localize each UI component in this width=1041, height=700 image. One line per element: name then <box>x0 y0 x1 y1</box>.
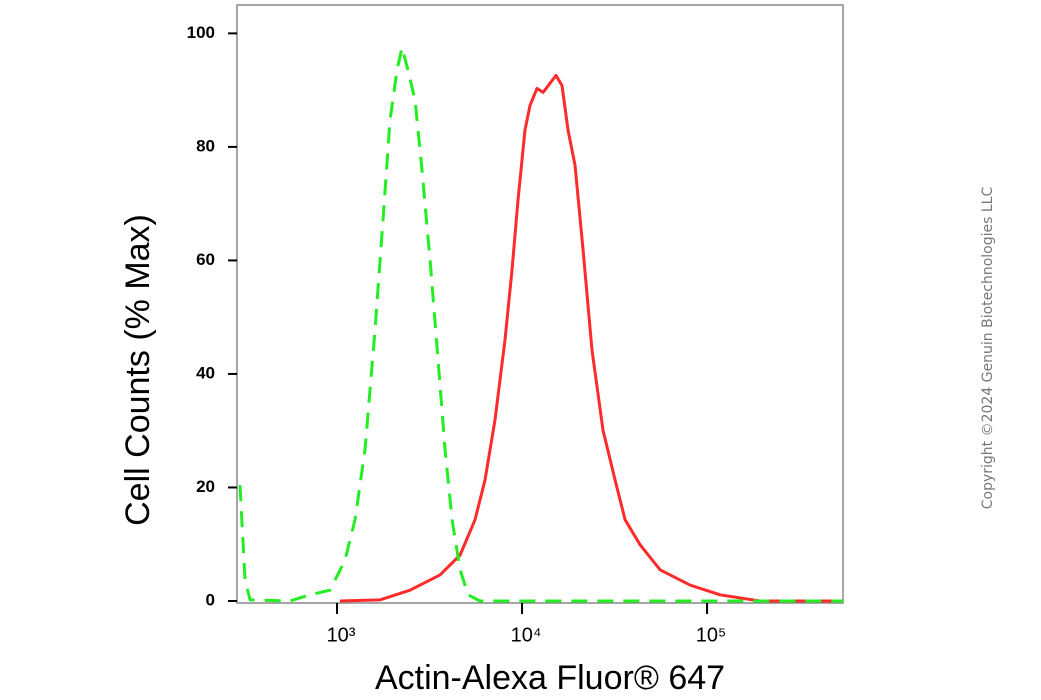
x-tick-label: 10³ <box>327 624 356 646</box>
copyright: Copyright ©2024 Genuin Biotechnologies L… <box>980 187 996 510</box>
x-tick-label: 10⁵ <box>696 624 727 646</box>
x-axis-label: Actin-Alexa Fluor® 647 <box>375 659 725 697</box>
y-tick-label: 100 <box>187 23 215 42</box>
y-axis-label: Cell Counts (% Max) <box>119 214 157 526</box>
y-tick-label: 40 <box>196 363 215 382</box>
histogram-line <box>339 73 843 603</box>
plot-frame <box>236 4 844 604</box>
y-tick-label: 20 <box>196 477 215 496</box>
x-tick-label: 10⁴ <box>511 624 542 646</box>
histogram-line <box>238 46 843 603</box>
y-tick-label: 80 <box>196 136 215 155</box>
y-tick-label: 60 <box>196 250 215 269</box>
y-tick-label: 0 <box>206 590 215 609</box>
